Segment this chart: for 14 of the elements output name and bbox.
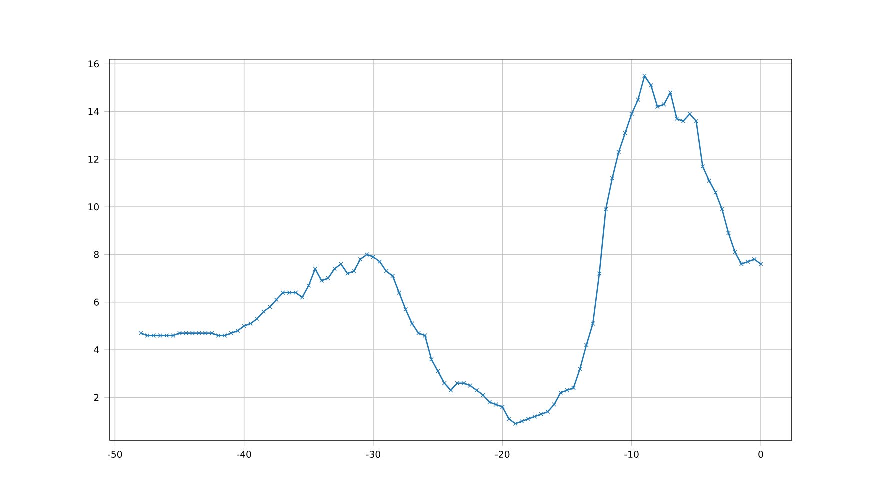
y-tick-label: 8 [94,251,99,258]
y-tick-label: 6 [94,298,100,306]
y-tick-label: 2 [94,394,99,402]
y-tick-label: 4 [94,346,100,354]
x-tick-label: -40 [237,450,252,458]
x-tick-label: 0 [758,450,764,458]
y-tick-label: 10 [88,204,99,211]
x-tick-label: -50 [108,450,122,458]
y-tick-label: 16 [88,60,100,68]
x-tick-label: -20 [496,450,510,458]
x-tick-label: -10 [624,450,639,458]
y-tick-label: 12 [88,156,99,163]
y-tick-label: 14 [88,108,100,116]
x-tick-label: -30 [366,450,381,458]
